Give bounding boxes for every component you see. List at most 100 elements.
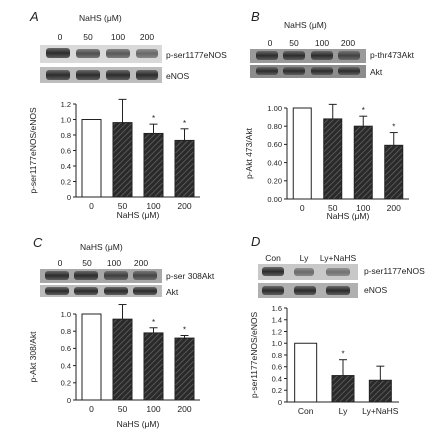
significance-marker-b-3: * <box>392 123 395 132</box>
y-tick-label-d-8: 1.6 <box>272 304 282 313</box>
blot-label-d-top: p-ser1177eNOS <box>364 266 425 276</box>
western-blot-c-top <box>40 269 162 283</box>
blot-header-a: NaHS (μM) <box>79 13 122 23</box>
x-tick-label-d-2: Ly+NaHS <box>362 406 399 416</box>
western-blot-a-top <box>40 45 162 63</box>
y-tick-label-d-3: 0.6 <box>272 363 282 372</box>
bar-c-3 <box>174 337 195 401</box>
bar-chart-a: 0 0.2 0.4 0.6 0.8 1.0 1.2 0 50 * 100 * 200 NaHS (μM) p… <box>28 98 200 220</box>
y-tick-label-a-0: 0 <box>67 193 71 202</box>
x-tick-label-d-0: Con <box>298 406 314 416</box>
panel-d: D Con Ly Ly+NaHS p-ser1177eNOS eNOS 0 0.2… <box>249 234 425 416</box>
y-tick-label-d-5: 1.0 <box>272 339 282 348</box>
x-tick-label-c-1: 50 <box>118 404 128 414</box>
panel-letter-c: C <box>33 235 43 250</box>
y-tick-label-a-1: 0.2 <box>61 177 71 186</box>
y-tick-label-b-2: 0.40 <box>267 158 282 167</box>
blot-label-b-bottom: Akt <box>370 67 383 77</box>
y-tick-label-d-6: 1.2 <box>272 327 282 336</box>
lane-label-a-3: 200 <box>140 32 154 42</box>
bar-b-2 <box>353 125 373 200</box>
western-blot-b-top <box>250 49 366 63</box>
x-tick-label-a-2: 100 <box>146 201 160 211</box>
significance-marker-b-2: * <box>362 106 365 115</box>
lane-label-b-1: 50 <box>289 38 299 48</box>
y-tick-label-c-4: 0.8 <box>61 327 71 336</box>
y-tick-label-c-0: 0 <box>67 396 71 405</box>
x-tick-label-a-3: 200 <box>177 201 191 211</box>
lane-label-d-2: Ly+NaHS <box>320 253 357 263</box>
lane-label-c-3: 200 <box>134 258 148 268</box>
x-axis-label-b: NaHS (μM) <box>327 211 370 221</box>
bar-c-1 <box>112 318 133 401</box>
y-tick-label-c-5: 1.0 <box>61 310 71 319</box>
lane-label-b-2: 100 <box>315 38 329 48</box>
western-blot-c-bottom <box>40 285 162 297</box>
y-tick-label-d-4: 0.8 <box>272 351 282 360</box>
significance-marker-d-1: * <box>341 350 344 359</box>
western-blot-a-bottom <box>40 67 162 83</box>
y-tick-label-a-4: 0.8 <box>61 131 71 140</box>
lane-label-b-3: 200 <box>341 38 355 48</box>
blot-label-c-top: p-ser 308Akt <box>166 271 215 281</box>
bar-d-1 <box>331 375 355 403</box>
significance-marker-a-3: * <box>183 119 186 128</box>
y-tick-label-b-0: 0.00 <box>267 195 282 204</box>
blot-label-c-bottom: Akt <box>166 287 179 297</box>
lane-label-c-1: 50 <box>82 258 92 268</box>
y-tick-label-a-5: 1.0 <box>61 115 71 124</box>
y-tick-label-a-2: 0.4 <box>61 162 71 171</box>
bar-b-3 <box>384 144 404 200</box>
x-tick-label-b-2: 100 <box>356 203 370 213</box>
y-axis-label-a: p-ser1177eNOS/eNOS <box>28 107 38 194</box>
panel-b: B NaHS (μM) 0 50 100 200 p-thr473Akt Akt… <box>244 9 415 221</box>
western-blot-d-bottom <box>258 283 358 298</box>
y-tick-label-b-4: 0.80 <box>267 122 282 131</box>
lane-label-d-0: Con <box>265 253 281 263</box>
blot-header-c: NaHS (μM) <box>80 242 123 252</box>
bar-a-3 <box>174 139 195 198</box>
y-axis-label-c: p-Akt 308/Akt <box>28 331 38 383</box>
bar-d-2 <box>368 379 392 403</box>
x-tick-label-a-0: 0 <box>89 201 94 211</box>
y-tick-label-d-1: 0.2 <box>272 386 282 395</box>
y-tick-label-d-7: 1.4 <box>272 316 282 325</box>
western-blot-d-top <box>258 264 358 280</box>
y-tick-label-b-1: 0.20 <box>267 177 282 186</box>
lane-label-c-0: 0 <box>58 258 63 268</box>
bar-a-2 <box>143 132 164 198</box>
bar-a-1 <box>112 122 133 198</box>
y-axis-label-b: p-Akt 473/Akt <box>244 127 254 179</box>
blot-label-a-top: p-ser1177eNOS <box>166 50 227 60</box>
x-tick-label-c-2: 100 <box>146 404 160 414</box>
y-tick-label-a-3: 0.6 <box>61 146 71 155</box>
bar-b-1 <box>323 118 343 200</box>
lane-label-a-1: 50 <box>83 32 93 42</box>
x-tick-label-d-1: Ly <box>339 406 348 416</box>
bar-c-0 <box>81 313 102 401</box>
lane-label-a-2: 100 <box>111 32 125 42</box>
y-tick-label-c-2: 0.4 <box>61 361 71 370</box>
bar-b-0 <box>292 107 312 200</box>
y-tick-label-a-6: 1.2 <box>61 100 71 109</box>
x-tick-label-c-0: 0 <box>89 404 94 414</box>
bar-chart-d: 0 0.2 0.4 0.6 0.8 1.0 1.2 1.4 1.6 Con * Ly Ly+NaHS p-… <box>249 304 399 416</box>
western-blot-b-bottom <box>250 65 366 78</box>
blot-header-b: NaHS (μM) <box>284 20 327 30</box>
blot-label-a-bottom: eNOS <box>166 71 189 81</box>
lane-label-b-0: 0 <box>268 38 273 48</box>
x-tick-label-b-1: 50 <box>328 203 338 213</box>
x-tick-label-c-3: 200 <box>177 404 191 414</box>
bar-chart-c: 0 0.2 0.4 0.6 0.8 1.0 0 50 * 100 * 200 NaHS (μM) p-Ak… <box>28 304 200 429</box>
panel-letter-b: B <box>251 9 260 24</box>
lane-label-c-2: 100 <box>107 258 121 268</box>
bar-d-0 <box>294 342 318 403</box>
y-tick-label-b-3: 0.60 <box>267 140 282 149</box>
bar-a-0 <box>81 119 102 198</box>
significance-marker-a-2: * <box>152 114 155 123</box>
y-tick-label-b-5: 1.00 <box>267 104 282 113</box>
x-tick-label-b-3: 200 <box>387 203 401 213</box>
x-axis-label-c: NaHS (μM) <box>117 419 160 429</box>
blot-label-b-top: p-thr473Akt <box>370 50 415 60</box>
